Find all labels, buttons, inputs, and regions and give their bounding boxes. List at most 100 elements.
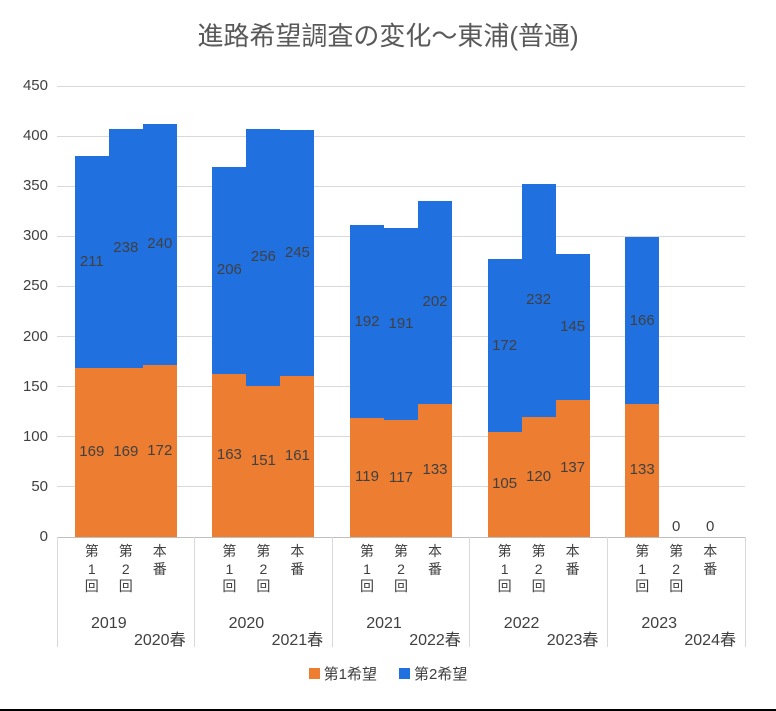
- bar-segment-second-choice: [246, 129, 281, 386]
- data-label-zero: 0: [706, 518, 715, 535]
- data-label-second-choice: 232: [526, 291, 552, 309]
- category-separator: [56, 537, 58, 647]
- y-axis-label: 350: [22, 177, 48, 195]
- data-label-first-choice: 117: [389, 469, 413, 487]
- data-label-first-choice: 133: [422, 461, 448, 479]
- bar-segment-first-choice: [418, 403, 452, 537]
- bar-segment-second-choice: [625, 237, 660, 404]
- bar-segment-second-choice: [555, 254, 590, 400]
- y-axis-label: 300: [22, 227, 48, 245]
- bar-segment-first-choice: [384, 419, 418, 537]
- x-axis-year-label: 2023: [641, 615, 677, 632]
- x-axis-bar-label: 第2回: [118, 543, 133, 594]
- bar-segment-first-choice: [625, 403, 660, 537]
- bar-segment-second-choice: [74, 156, 109, 368]
- data-label-second-choice: 211: [79, 252, 104, 270]
- data-label-second-choice: 238: [113, 239, 139, 257]
- category-separator: [331, 537, 333, 647]
- data-label-first-choice: 169: [113, 443, 139, 461]
- data-label-second-choice: 145: [560, 318, 586, 336]
- y-axis-label: 100: [22, 427, 48, 445]
- bar-segment-second-choice: [212, 167, 247, 374]
- data-label-zero: 0: [672, 518, 681, 535]
- bar-segment-first-choice: [487, 431, 522, 537]
- category-separator: [606, 537, 608, 647]
- data-label-second-choice: 166: [629, 311, 655, 329]
- x-axis-line: [57, 536, 745, 538]
- x-axis-year-label: 2021: [366, 615, 402, 632]
- data-label-second-choice: 206: [216, 261, 242, 279]
- bar-segment-first-choice: [350, 417, 384, 537]
- bar-segment-first-choice: [142, 364, 177, 537]
- bar-segment-second-choice: [142, 124, 177, 365]
- data-label-second-choice: 202: [422, 293, 448, 311]
- data-label-second-choice: 240: [147, 235, 173, 253]
- bar-segment-first-choice: [212, 373, 247, 537]
- y-axis-label: 400: [22, 127, 48, 145]
- y-axis-label: 150: [22, 377, 48, 395]
- y-axis-label: 200: [22, 327, 48, 345]
- data-label-first-choice: 151: [250, 452, 276, 470]
- x-axis-bar-label: 第2回: [669, 543, 684, 594]
- bar-segment-first-choice: [108, 367, 143, 537]
- gridline: [57, 185, 745, 187]
- x-axis-year-label: 2019: [91, 615, 127, 632]
- bar-segment-second-choice: [487, 259, 522, 432]
- x-axis-bar-label: 第1回: [497, 543, 512, 594]
- legend-swatch-first-choice: [308, 668, 320, 679]
- data-label-second-choice: 172: [492, 336, 518, 354]
- x-axis-bar-label: 本番: [565, 543, 580, 577]
- y-axis-label: 50: [31, 477, 48, 495]
- legend-item-first-choice: 第1希望: [308, 663, 377, 684]
- bar-segment-first-choice: [555, 399, 590, 537]
- bar-segment-first-choice: [246, 385, 281, 537]
- legend: 第1希望 第2希望: [0, 663, 776, 684]
- data-label-first-choice: 163: [216, 446, 242, 464]
- x-axis-bar-label: 第1回: [222, 543, 237, 594]
- legend-label-second-choice: 第2希望: [414, 666, 468, 683]
- y-axis-label: 450: [22, 77, 48, 94]
- y-axis-label: 250: [22, 277, 48, 295]
- x-axis-bar-label: 本番: [428, 543, 442, 577]
- x-axis-year-label: 2020: [228, 615, 265, 632]
- category-separator: [744, 537, 746, 647]
- legend-item-second-choice: 第2希望: [399, 663, 467, 684]
- bar-segment-second-choice: [521, 184, 556, 417]
- y-axis-label: 0: [39, 528, 48, 545]
- x-axis-year-label: 2022: [503, 615, 540, 632]
- bar-segment-second-choice: [418, 201, 452, 404]
- gridline: [57, 85, 745, 87]
- legend-swatch-second-choice: [399, 668, 410, 679]
- data-label-second-choice: 245: [284, 243, 310, 261]
- x-axis-bar-label: 第1回: [635, 543, 650, 594]
- data-label-first-choice: 133: [629, 461, 655, 479]
- bar-segment-second-choice: [384, 228, 418, 420]
- category-separator: [469, 537, 471, 647]
- bar-segment-second-choice: [350, 225, 384, 418]
- data-label-second-choice: 192: [354, 312, 380, 330]
- x-axis-bar-label: 第2回: [256, 543, 271, 594]
- data-label-first-choice: 161: [284, 447, 310, 465]
- bar-segment-first-choice: [74, 367, 109, 537]
- x-axis-season-label: 2020春: [133, 632, 186, 649]
- bar-segment-first-choice: [280, 375, 315, 537]
- x-axis-season-label: 2021春: [271, 632, 324, 649]
- x-axis-bar-label: 本番: [152, 543, 167, 577]
- x-axis-season-label: 2023春: [546, 632, 599, 649]
- bar-segment-second-choice: [280, 130, 315, 376]
- x-axis-bar-label: 第1回: [84, 543, 99, 594]
- x-axis-season-label: 2022春: [409, 632, 461, 649]
- data-label-first-choice: 137: [560, 459, 586, 477]
- bar-segment-first-choice: [521, 416, 556, 537]
- x-axis-season-label: 2024春: [684, 632, 736, 649]
- data-label-first-choice: 169: [79, 443, 105, 461]
- category-separator: [194, 537, 196, 647]
- data-label-first-choice: 119: [355, 468, 379, 486]
- gridline: [57, 135, 745, 137]
- data-label-second-choice: 256: [250, 248, 276, 266]
- x-axis-bar-label: 本番: [290, 543, 305, 577]
- window-bottom-border: [0, 709, 776, 711]
- x-axis-bar-label: 第2回: [531, 543, 546, 594]
- x-axis-bar-label: 第1回: [360, 543, 374, 594]
